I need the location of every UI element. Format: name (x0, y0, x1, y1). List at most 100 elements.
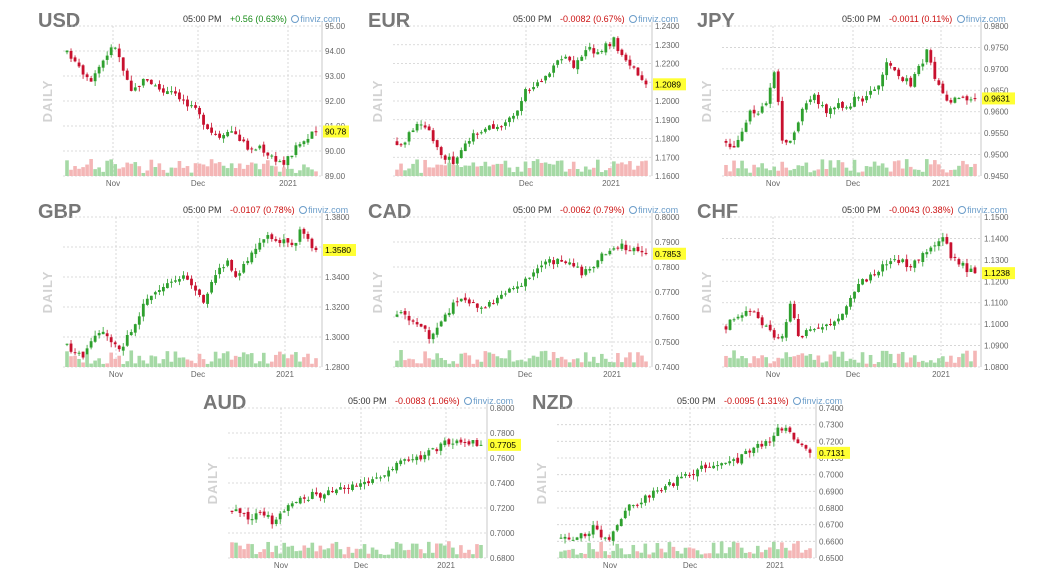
volume-bar (326, 548, 331, 558)
volume-bar (471, 162, 476, 176)
brand-link[interactable]: finviz.com (965, 14, 1006, 24)
candle (668, 481, 671, 486)
volume-bar (567, 549, 571, 558)
candle (467, 299, 471, 304)
candle (780, 101, 784, 141)
candle (455, 157, 459, 164)
candle (125, 335, 129, 346)
candle (97, 66, 101, 74)
volume-bar (531, 355, 536, 367)
chart-panel-cad[interactable]: CAD 05:00 PM -0.0062 (0.79%) finviz.com … (368, 201, 686, 381)
volume-bar (559, 551, 563, 558)
candle (339, 487, 342, 490)
last-price-label: 1.2089 (655, 79, 681, 89)
candle (596, 260, 600, 268)
volume-bar (411, 163, 415, 176)
chart-panel-chf[interactable]: CHF 05:00 PM -0.0043 (0.38%) finviz.com … (697, 201, 1015, 381)
volume-bar (418, 549, 423, 558)
brand-link[interactable]: finviz.com (802, 396, 843, 406)
candle (841, 101, 844, 108)
volume-bar (784, 547, 788, 558)
volume-bar (157, 363, 162, 367)
volume-bar (768, 363, 772, 367)
volume-bar (435, 353, 439, 367)
finviz-logo-icon (291, 15, 300, 23)
y-tick-label: 94.00 (325, 47, 346, 56)
candle (516, 286, 519, 289)
brand-link[interactable]: finviz.com (300, 14, 341, 24)
y-tick-label: 1.3400 (325, 273, 350, 282)
candle (655, 490, 659, 492)
volume-bar (431, 167, 435, 176)
candle (520, 101, 523, 112)
candle (961, 96, 965, 98)
last-price-highlight (817, 446, 850, 459)
volume-bar (804, 549, 808, 558)
volume-bar (780, 542, 784, 558)
candle (937, 241, 941, 247)
candle (214, 133, 218, 135)
candle (768, 324, 772, 331)
candle (913, 74, 917, 87)
y-tick-label: 0.6800 (819, 504, 844, 513)
candle (684, 474, 687, 476)
volume-bar (455, 363, 460, 367)
price-chart: 0.8000 0.7800 0.7600 0.7400 0.7200 0.7000 0.68… (205, 404, 521, 570)
volume-bar (595, 551, 599, 558)
candle (222, 267, 226, 269)
brand-link[interactable]: finviz.com (967, 205, 1008, 215)
candle (258, 511, 262, 513)
volume-bar (245, 354, 250, 367)
volume-bar (739, 547, 744, 558)
chart-panel-gbp[interactable]: GBP 05:00 PM -0.0107 (0.78%) finviz.com … (38, 201, 356, 381)
chart-panel-nzd[interactable]: NZD 05:00 PM -0.0095 (1.31%) finviz.com … (532, 392, 850, 572)
volume-bar (527, 358, 532, 367)
candle (125, 70, 129, 80)
candle (170, 281, 173, 283)
brand-link[interactable]: finviz.com (473, 396, 514, 406)
period-label: DAILY (370, 271, 385, 314)
volume-bar (876, 362, 881, 367)
candle (760, 106, 764, 113)
chart-panel-aud[interactable]: AUD 05:00 PM -0.0083 (1.06%) finviz.com … (203, 392, 521, 572)
candle (419, 323, 423, 327)
chart-panel-usd[interactable]: USD 05:00 PM +0.56 (0.63%) finviz.com 95… (38, 10, 349, 190)
volume-bar (780, 358, 785, 367)
volume-bar (322, 549, 327, 558)
volume-bar (764, 357, 768, 367)
candle (544, 75, 548, 81)
volume-bar (213, 351, 218, 367)
volume-bar (515, 360, 520, 367)
y-tick-label: 1.0800 (984, 363, 1009, 372)
volume-bar (443, 360, 448, 367)
candle (937, 80, 941, 85)
volume-bar (290, 354, 294, 367)
candle (443, 314, 447, 322)
volume-bar (217, 358, 222, 367)
chart-panel-eur[interactable]: EUR 05:00 PM -0.0082 (0.67%) finviz.com … (368, 10, 686, 190)
volume-bar (600, 353, 604, 367)
candle (583, 534, 587, 537)
volume-bar (531, 161, 536, 176)
volume-bar (282, 354, 286, 367)
volume-bar (559, 160, 564, 176)
volume-bar (872, 161, 877, 176)
volume-bar (743, 552, 748, 558)
candle (439, 321, 443, 327)
candle (584, 50, 588, 57)
brand-link[interactable]: finviz.com (638, 14, 679, 24)
chart-panel-jpy[interactable]: JPY 05:00 PM -0.0011 (0.11%) finviz.com … (697, 10, 1015, 190)
brand-link[interactable]: finviz.com (308, 205, 349, 215)
candle (403, 459, 407, 461)
candle (744, 451, 748, 454)
y-tick-label: 95.00 (325, 22, 346, 31)
y-tick-label: 0.7600 (490, 454, 515, 463)
candle (612, 37, 616, 47)
volume-bar (804, 355, 809, 367)
volume-bar (908, 166, 913, 176)
volume-bar (149, 159, 154, 176)
brand-link[interactable]: finviz.com (638, 205, 679, 215)
volume-bar (772, 541, 776, 558)
candle (230, 260, 234, 271)
volume-bar (731, 541, 736, 558)
